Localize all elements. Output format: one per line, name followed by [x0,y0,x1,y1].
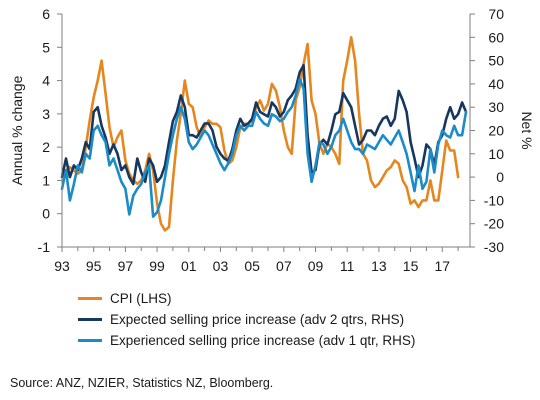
x-tick-label: 93 [54,258,70,274]
y-right-tick-label: 40 [488,76,504,92]
y-axis-left-title: Annual % change [9,75,25,185]
x-tick-label: 99 [149,258,165,274]
legend-swatch-experienced [78,339,102,342]
x-tick-label: 05 [244,258,260,274]
x-tick-label: 17 [434,258,450,274]
x-tick-label: 09 [308,258,324,274]
y-right-tick-label: 20 [488,123,504,139]
x-tick-label: 15 [403,258,419,274]
y-left-tick-label: 4 [42,73,50,89]
y-axis-left-label: Annual % change [9,75,25,185]
y-right-tick-label: -20 [484,216,504,232]
x-tick-label: 13 [371,258,387,274]
y-left-tick-label: 2 [42,139,50,155]
x-tick-label: 97 [118,258,134,274]
y-left-tick-label: 6 [42,6,50,22]
legend-swatch-expected [78,318,102,321]
legend: CPI (LHS) Expected selling price increas… [78,288,415,351]
y-right-tick-label: 60 [488,29,504,45]
legend-swatch-cpi [78,297,102,300]
legend-label-expected: Expected selling price increase (adv 2 q… [110,312,405,327]
y-right-tick-label: 70 [488,6,504,22]
y-right-tick-label: -30 [484,239,504,255]
x-tick-label: 01 [181,258,197,274]
y-right-tick-label: -10 [484,192,504,208]
legend-label-experienced: Experienced selling price increase (adv … [110,333,416,348]
legend-label-cpi: CPI (LHS) [110,291,172,306]
y-right-tick-label: 50 [488,53,504,69]
y-right-tick-label: 0 [496,169,504,185]
x-tick-label: 95 [86,258,102,274]
series-lines [60,36,468,232]
x-tick-label: 03 [213,258,229,274]
y-axis-right-label: Net % [519,111,535,149]
y-left-tick-label: 3 [42,106,50,122]
x-axis-ticks: 93 95 97 99 01 03 05 07 09 11 13 15 17 [54,247,459,274]
y-axis-right-ticks: -30 -20 -10 0 10 20 30 40 50 60 70 [470,6,504,255]
y-axis-right-title: Net % [519,111,535,149]
y-left-tick-label: 0 [42,206,50,222]
y-right-tick-label: 10 [488,146,504,162]
legend-item-cpi: CPI (LHS) [78,288,415,309]
x-tick-label: 11 [340,258,355,274]
y-axis-left-ticks: -1 0 1 2 3 4 5 6 [38,6,62,255]
series-line-expected [60,64,468,186]
y-left-tick-label: 5 [42,39,50,55]
series-line-experienced [60,77,468,218]
legend-item-experienced: Experienced selling price increase (adv … [78,330,415,351]
y-left-tick-label: 1 [42,172,50,188]
x-tick-label: 07 [276,258,292,274]
y-left-tick-label: -1 [38,239,51,255]
source-note: Source: ANZ, NZIER, Statistics NZ, Bloom… [10,376,274,390]
y-right-tick-label: 30 [488,99,504,115]
legend-item-expected: Expected selling price increase (adv 2 q… [78,309,415,330]
axes [61,14,471,248]
